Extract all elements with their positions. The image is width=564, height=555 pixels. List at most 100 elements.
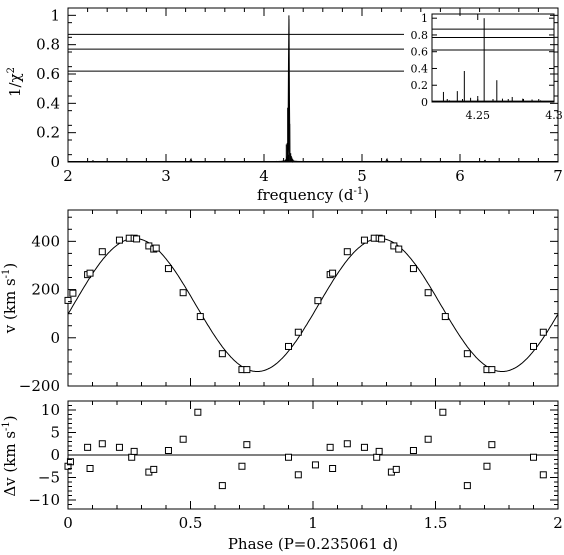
- periodogram-y-tick-label-0: 0: [50, 153, 60, 171]
- residual-y-tick-label-0: −10: [28, 491, 60, 509]
- periodogram-y-tick-label-5: 1: [50, 6, 60, 24]
- residual-y-tick-label-1: −5: [38, 469, 60, 487]
- residual-y-tick-label-3: 5: [50, 424, 60, 442]
- velocity-y-tick-label-3: 400: [31, 232, 60, 250]
- velocity-point-19: [294, 328, 302, 336]
- inset-frame: [431, 13, 555, 103]
- inset-x-tick-label-1: 4.3: [545, 109, 563, 122]
- residual-point-7: [130, 447, 138, 455]
- residual-x-tick-label-4: 2: [553, 514, 563, 532]
- velocity-y-tick-label-1: 0: [50, 329, 60, 347]
- velocity-point-20: [314, 297, 322, 305]
- residual-point-32: [488, 441, 496, 449]
- inset-y-tick-label-4: 0.8: [411, 29, 429, 42]
- periodogram-inset: 4.25 4.3 0 0.2 0.4 0.6 0.8 1: [411, 12, 563, 122]
- velocity-point-27: [378, 235, 386, 243]
- velocity-point-13: [179, 289, 187, 297]
- velocity-point-0: [64, 296, 72, 304]
- residual-y-tick-label-4: 10: [41, 401, 60, 419]
- residual-point-15: [243, 441, 251, 449]
- velocity-point-3: [86, 269, 94, 277]
- velocity-point-8: [133, 235, 141, 243]
- residual-point-17: [294, 471, 302, 479]
- residual-point-28: [424, 435, 432, 443]
- periodogram-x-tick-label-2: 4: [259, 167, 269, 185]
- power-spectrum: [68, 18, 558, 163]
- residual-point-22: [360, 443, 368, 451]
- velocity-panel: −200 0 200 400 v (km s-1): [1, 209, 559, 395]
- inset-y-tick-label-2: 0.4: [411, 62, 429, 75]
- periodogram-y-tick-label-4: 0.8: [36, 36, 60, 54]
- phase-x-axis-label: Phase (P=0.235061 d): [228, 535, 398, 553]
- velocity-point-23: [343, 248, 351, 256]
- residual-point-4: [98, 440, 106, 448]
- inset-y-tick-label-3: 0.6: [411, 46, 429, 59]
- periodogram-x-tick-label-1: 3: [161, 167, 171, 185]
- velocity-model-curve: [67, 238, 559, 372]
- periodogram-panel: 2 3 4 5 6 7 0 0.2 0.4 0.6 0.8 1 frequency (d-1) 1/χ…: [6, 6, 563, 204]
- velocity-point-22: [329, 269, 337, 277]
- velocity-point-1: [69, 289, 77, 297]
- residual-point-2: [84, 443, 92, 451]
- residual-point-14: [238, 462, 246, 470]
- periodogram-y-tick-label-2: 0.4: [36, 94, 60, 112]
- residual-point-29: [439, 408, 447, 416]
- residual-point-34: [539, 471, 547, 479]
- residual-point-18: [311, 461, 319, 469]
- velocity-point-5: [115, 236, 123, 244]
- periodogram-x-tick-label-5: 7: [553, 167, 563, 185]
- periodogram-y-tick-label-1: 0.2: [36, 124, 60, 142]
- residual-point-13: [218, 482, 226, 490]
- residual-point-12: [194, 408, 202, 416]
- inset-y-tick-label-0: 0: [421, 96, 428, 109]
- periodogram-x-tick-label-0: 2: [63, 167, 73, 185]
- periodogram-x-axis-label: frequency (d-1): [257, 186, 369, 204]
- residual-point-26: [392, 465, 400, 473]
- residual-point-24: [375, 447, 383, 455]
- residual-point-5: [115, 443, 123, 451]
- residual-point-21: [343, 440, 351, 448]
- residual-point-11: [179, 435, 187, 443]
- residual-point-27: [409, 447, 417, 454]
- residual-y-tick-label-2: 0: [50, 446, 60, 464]
- velocity-point-32: [441, 313, 449, 321]
- residual-point-23: [373, 453, 381, 461]
- inset-y-tick-label-1: 0.2: [411, 79, 429, 92]
- residual-x-tick-label-2: 1: [308, 514, 318, 532]
- periodogram-x-tick-label-4: 6: [455, 167, 465, 185]
- residual-point-16: [285, 453, 292, 461]
- periodogram-x-tick-label-3: 5: [357, 167, 367, 185]
- velocity-y-tick-label-2: 200: [31, 281, 60, 299]
- residual-point-9: [150, 465, 158, 473]
- residual-x-tick-label-0: 0: [63, 514, 73, 532]
- velocity-point-37: [539, 328, 547, 336]
- residual-point-19: [326, 443, 334, 451]
- residuals-panel: 0 0.5 1 1.5 2 −10 −5 0 5 10 Δv (km s-1) Phase (P=…: [1, 400, 563, 553]
- residual-point-31: [483, 462, 491, 470]
- residual-point-30: [463, 482, 471, 490]
- velocity-point-11: [152, 244, 160, 252]
- velocity-y-tick-label-0: −200: [19, 377, 60, 395]
- velocity-point-12: [164, 265, 172, 273]
- velocity-point-4: [98, 248, 106, 256]
- residual-point-20: [329, 465, 337, 472]
- residual-point-1: [66, 458, 74, 466]
- velocity-point-17: [243, 366, 251, 374]
- velocity-point-35: [488, 366, 496, 374]
- inset-x-tick-label-0: 4.25: [466, 109, 491, 122]
- velocity-point-29: [395, 245, 403, 253]
- velocity-point-14: [196, 313, 204, 321]
- residual-point-3: [86, 465, 94, 472]
- velocity-point-24: [360, 236, 368, 244]
- velocity-frame: [67, 209, 559, 387]
- residual-point-10: [164, 447, 172, 454]
- velocity-point-36: [530, 342, 537, 350]
- periodogram-y-tick-label-3: 0.6: [36, 65, 60, 83]
- velocity-point-31: [424, 289, 432, 297]
- residual-x-tick-label-1: 0.5: [179, 514, 203, 532]
- velocity-point-18: [285, 342, 292, 350]
- inset-y-tick-label-5: 1: [421, 12, 428, 25]
- velocity-point-15: [218, 350, 226, 358]
- velocity-point-33: [463, 350, 471, 358]
